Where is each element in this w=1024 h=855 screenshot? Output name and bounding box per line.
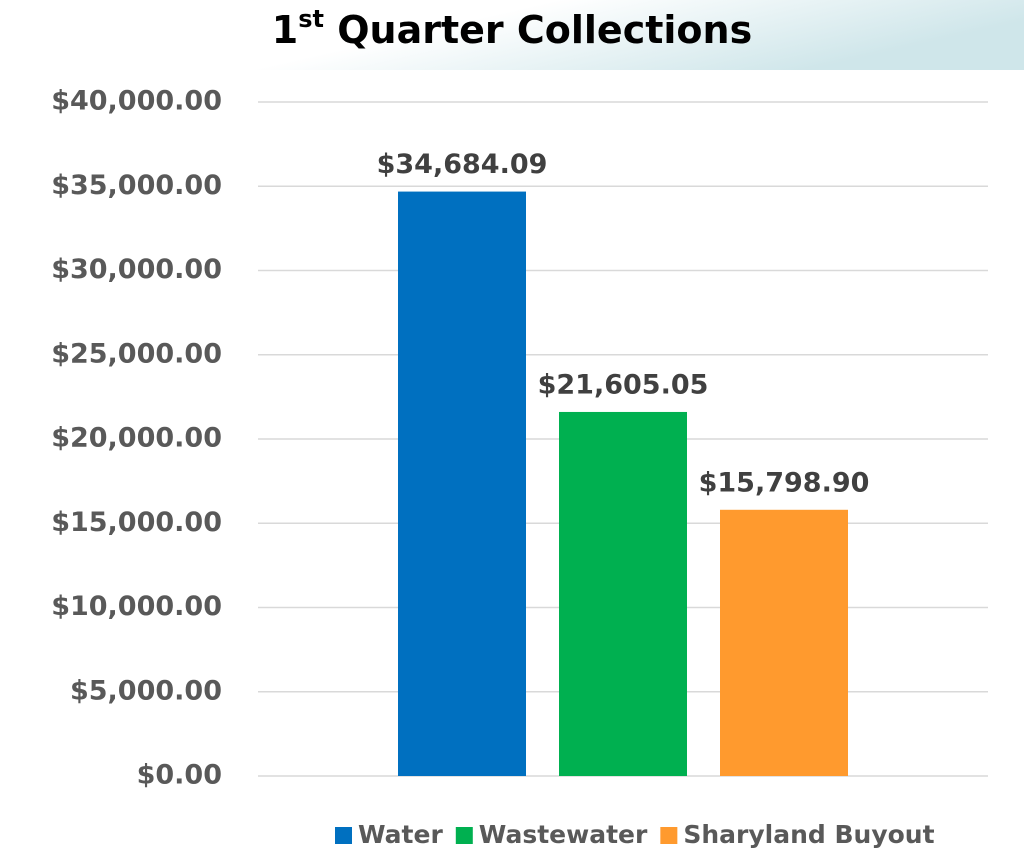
- y-tick-label: $35,000.00: [51, 170, 222, 201]
- bar: [398, 191, 526, 776]
- legend-swatch: [335, 827, 352, 844]
- y-tick-label: $5,000.00: [70, 675, 222, 706]
- data-label: $34,684.09: [377, 149, 548, 180]
- y-tick-label: $0.00: [137, 760, 222, 791]
- y-tick-label: $10,000.00: [51, 591, 222, 622]
- legend-label: Water: [358, 820, 443, 849]
- chart-title: 1st Quarter Collections: [272, 5, 752, 52]
- y-tick-label: $25,000.00: [51, 338, 222, 369]
- legend-swatch: [455, 827, 473, 844]
- legend-label: Sharyland Buyout: [683, 820, 934, 849]
- y-tick-label: $40,000.00: [51, 86, 222, 117]
- data-label: $21,605.05: [538, 369, 709, 400]
- y-tick-label: $20,000.00: [51, 423, 222, 454]
- bar: [559, 411, 687, 776]
- legend-label: Wastewater: [479, 820, 648, 849]
- header-background: [0, 0, 1024, 70]
- legend-swatch: [660, 827, 678, 844]
- y-tick-label: $30,000.00: [51, 254, 222, 285]
- bar: [720, 509, 848, 776]
- data-label: $15,798.90: [699, 467, 870, 498]
- y-tick-label: $15,000.00: [51, 507, 222, 538]
